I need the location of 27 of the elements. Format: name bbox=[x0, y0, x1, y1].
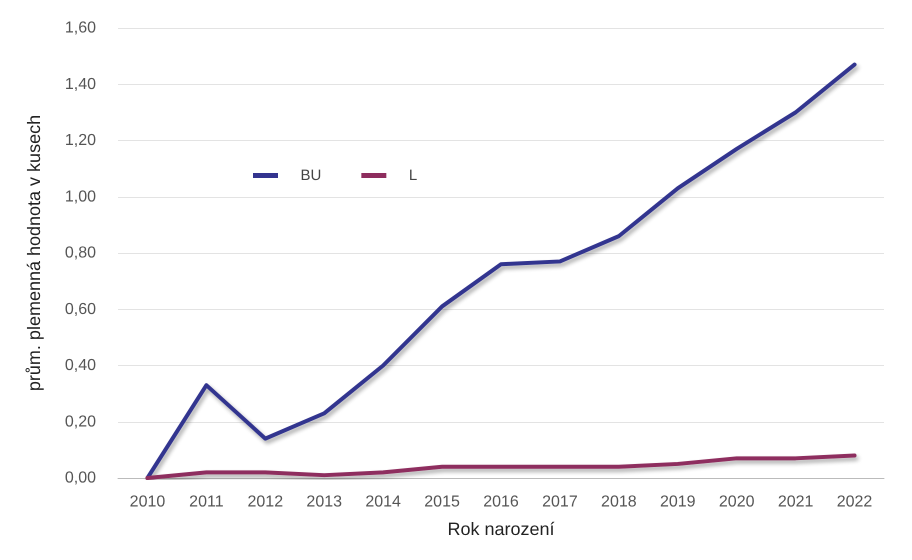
y-tick-label: 1,40 bbox=[64, 76, 96, 93]
y-tick-label: 0,20 bbox=[64, 413, 96, 430]
x-tick-label: 2015 bbox=[424, 494, 460, 510]
x-tick-label: 2019 bbox=[660, 494, 696, 510]
x-tick-label: 2016 bbox=[483, 494, 519, 510]
y-tick-label: 0,00 bbox=[64, 470, 96, 486]
x-axis-title: Rok narození bbox=[447, 519, 555, 539]
x-tick-label: 2012 bbox=[248, 494, 284, 510]
x-tick-label: 2021 bbox=[778, 494, 814, 510]
line-series bbox=[145, 454, 857, 480]
x-tick-label: 2014 bbox=[365, 494, 402, 510]
y-axis-title: prům. plemenná hodnota v kusech bbox=[24, 114, 44, 392]
y-tick-label: 0,60 bbox=[64, 300, 96, 318]
x-tick-label: 2011 bbox=[189, 494, 224, 510]
y-tick-label: 1,20 bbox=[64, 132, 96, 149]
y-tick-label: 1,60 bbox=[64, 20, 96, 36]
x-tick-label: 2020 bbox=[718, 494, 755, 510]
y-tick-label: 1,00 bbox=[64, 188, 96, 206]
x-tick-label: 2022 bbox=[836, 494, 872, 510]
y-tick-label: 0,80 bbox=[64, 244, 96, 262]
x-tick-label: 2010 bbox=[130, 494, 166, 510]
legend-label: L bbox=[408, 167, 418, 184]
x-tick-label: 2013 bbox=[306, 494, 342, 510]
x-tick-label: 2017 bbox=[542, 494, 578, 510]
y-tick-label: 0,40 bbox=[64, 357, 96, 374]
x-tick-label: 2018 bbox=[601, 494, 637, 510]
legend-label: BU bbox=[300, 167, 322, 184]
